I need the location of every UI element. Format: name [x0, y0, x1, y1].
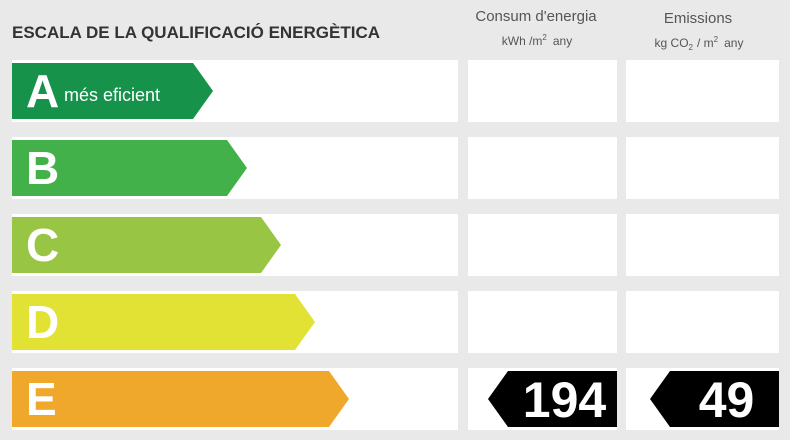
unit-text: any [724, 36, 743, 50]
energy-cell [468, 291, 617, 353]
unit-sup: 2 [714, 35, 719, 44]
column-title: Consum d'energia [475, 8, 597, 25]
rating-arrow [12, 63, 213, 119]
rating-arrow [12, 371, 349, 427]
rating-label: més eficient [64, 85, 160, 105]
rating-letter: C [26, 219, 59, 271]
emissions-marker [650, 371, 779, 427]
rating-letter: A [26, 65, 59, 117]
unit-text: / m [697, 36, 714, 50]
rating-letter: D [26, 296, 59, 348]
emissions-value: 49 [699, 372, 755, 428]
unit-sup: 2 [542, 33, 547, 42]
emissions-cell [626, 214, 779, 276]
energy-cell [468, 60, 617, 122]
emissions-cell [626, 291, 779, 353]
unit-text: kWh /m [502, 34, 543, 48]
unit-text: kg CO [655, 36, 689, 50]
column-title: Emissions [664, 10, 732, 27]
energy-value: 194 [523, 372, 607, 428]
rating-letter: E [26, 373, 57, 425]
rating-letter: B [26, 142, 59, 194]
energy-cell [468, 137, 617, 199]
unit-sub: 2 [689, 43, 694, 52]
rating-arrow [12, 217, 281, 273]
column-unit: kg CO2/ m2 any [655, 35, 744, 52]
title: ESCALA DE LA QUALIFICACIÓ ENERGÈTICA [12, 23, 380, 42]
emissions-cell [626, 60, 779, 122]
emissions-cell [626, 137, 779, 199]
energy-marker [488, 371, 617, 427]
column-unit: kWh /m2 any [502, 33, 572, 48]
rating-arrow [12, 140, 247, 196]
energy-cell [468, 214, 617, 276]
unit-text: any [553, 34, 572, 48]
rating-arrow [12, 294, 315, 350]
